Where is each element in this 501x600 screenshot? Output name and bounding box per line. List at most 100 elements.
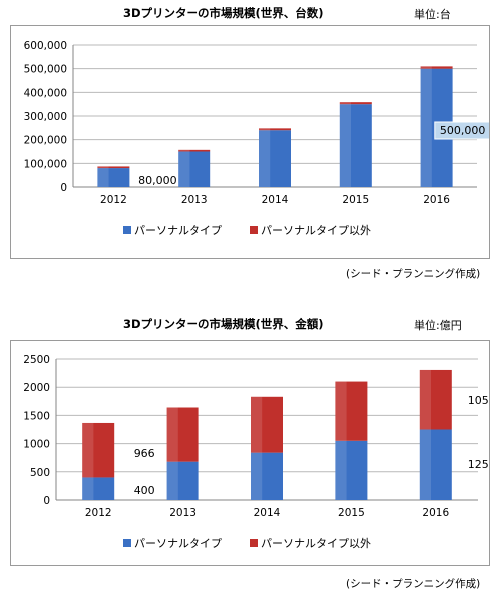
chart2-bar-fill	[419, 369, 452, 430]
chart2-data-label: 966	[134, 447, 155, 460]
chart1-x-tick-label: 2014	[262, 194, 289, 206]
chart1-bar-fill	[97, 168, 130, 187]
chart1-y-tick-label: 300,000	[24, 111, 67, 123]
chart1-bar-fill	[339, 104, 372, 187]
chart1-bar-2013-personal	[178, 151, 211, 187]
chart2-bar-highlight	[419, 429, 431, 500]
chart2-svg: 0 500 1000 1500 2000 2500 2012 2013 2014 2015 2016…	[23, 354, 496, 550]
chart1-bar-highlight	[259, 130, 271, 187]
chart1-y-tick-label: 0	[60, 182, 67, 194]
chart1-bar-highlight	[420, 68, 432, 187]
chart2-bar-2015-non-personal	[335, 381, 368, 441]
chart1-bar-highlight	[178, 149, 190, 152]
chart2-y-tick-label: 2000	[23, 382, 50, 394]
chart2-bar-2014-personal	[251, 452, 283, 500]
chart2-legend-label: パーソナルタイプ以外	[261, 537, 371, 550]
chart1-bar-highlight	[420, 66, 432, 69]
chart2-unit: 単位:億円	[414, 319, 462, 332]
chart1-bar-fill	[259, 130, 291, 187]
chart2-source: (シード・プランニング作成)	[346, 578, 481, 590]
chart2-data-label: 400	[134, 484, 155, 497]
chart2-y-tick-label: 1500	[23, 410, 50, 422]
chart1-bar-2014-non-personal	[259, 128, 291, 131]
chart1-frame: 0 100,000 200,000 300,000 400,000 500,000 600,…	[10, 10, 491, 259]
chart2-bar-2016-personal	[419, 429, 452, 500]
chart2-y-tick-label: 2500	[23, 354, 50, 366]
chart2-bar-2015-personal	[335, 440, 368, 500]
chart2-bar-highlight	[419, 369, 431, 430]
chart1-source: (シード・プランニング作成)	[346, 268, 481, 280]
chart2-x-tick-label: 2015	[338, 507, 365, 519]
chart1-x-tick-label: 2015	[342, 194, 369, 206]
chart2-bar-2014-non-personal	[251, 396, 283, 453]
chart1-y-tick-label: 600,000	[24, 40, 67, 52]
chart2-legend-swatch	[250, 539, 258, 547]
chart2-bar-highlight	[82, 477, 94, 500]
chart2-bar-fill	[419, 429, 452, 500]
chart1-bar-highlight	[339, 102, 351, 105]
chart1-bar-highlight	[259, 128, 271, 131]
chart2-bar-2013-non-personal	[166, 407, 199, 462]
chart1-x-tick-label: 2012	[100, 194, 127, 206]
chart2-bar-highlight	[166, 407, 178, 462]
chart2-bar-highlight	[335, 381, 347, 441]
chart1-x-tick-label: 2013	[181, 194, 208, 206]
chart2-bar-highlight	[251, 396, 263, 453]
chart2-x-tick-label: 2014	[254, 507, 281, 519]
chart1-bar-highlight	[339, 104, 351, 187]
chart2-bar-fill	[251, 396, 283, 453]
chart2-bar-2012-personal	[82, 477, 115, 500]
chart1-y-tick-label: 100,000	[24, 158, 67, 170]
chart1-bar-2012-personal	[97, 168, 130, 187]
chart1-bar-2016-non-personal	[420, 66, 453, 69]
chart2-bar-fill	[166, 461, 199, 500]
chart1-bar-fill	[97, 166, 130, 169]
chart2-bar-highlight	[82, 422, 94, 478]
chart2-y-tick-label: 0	[43, 495, 50, 507]
chart2-bar-2012-non-personal	[82, 422, 115, 478]
chart1-y-tick-label: 400,000	[24, 87, 67, 99]
chart2-bar-fill	[335, 440, 368, 500]
chart1-x-tick-label: 2016	[423, 194, 450, 206]
chart2-bar-highlight	[335, 440, 347, 500]
chart1-legend-label: パーソナルタイプ以外	[261, 224, 371, 237]
chart2-x-tick-label: 2012	[85, 507, 112, 519]
chart1-bar-2012-non-personal	[97, 166, 130, 169]
chart2-bar-highlight	[166, 461, 178, 500]
chart1-bar-fill	[339, 102, 372, 105]
chart1-y-tick-label: 500,000	[24, 64, 67, 76]
chart1-bar-highlight	[178, 151, 190, 187]
chart1-bar-fill	[259, 128, 291, 131]
chart1-data-label: 500,000	[440, 124, 486, 137]
chart2-y-tick-label: 500	[30, 467, 50, 479]
chart2-y-tick-label: 1000	[23, 439, 50, 451]
chart2-bar-fill	[166, 407, 199, 462]
chart2-legend-label: パーソナルタイプ	[134, 537, 222, 550]
chart1-bar-2015-personal	[339, 104, 372, 187]
chart2-bar-2016-non-personal	[419, 369, 452, 430]
chart2-legend-swatch	[123, 539, 131, 547]
chart2-data-label: 1056	[468, 394, 489, 407]
chart1-y-tick-label: 200,000	[24, 135, 67, 147]
chart1-bar-fill	[420, 66, 453, 69]
chart2-bar-fill	[82, 477, 115, 500]
chart1-bar-fill	[178, 151, 211, 187]
chart2-title: 3Dプリンターの市場規模(世界、金額)	[123, 317, 324, 331]
chart1-legend-label: パーソナルタイプ	[134, 224, 222, 237]
chart2-bar-fill	[251, 452, 283, 500]
chart1-legend-swatch	[250, 226, 258, 234]
chart2-bar-2013-personal	[166, 461, 199, 500]
chart2-bar-highlight	[251, 452, 263, 500]
chart1-data-label: 80,000	[138, 174, 177, 187]
chart1-unit: 単位:台	[414, 8, 451, 21]
chart1-bar-highlight	[97, 168, 109, 187]
chart1-legend-swatch	[123, 226, 131, 234]
chart1-title: 3Dプリンターの市場規模(世界、台数)	[123, 6, 324, 20]
chart2-data-label: 1250	[468, 458, 489, 471]
chart1-bar-2014-personal	[259, 130, 291, 187]
chart2-frame: 0 500 1000 1500 2000 2500 2012 2013 2014 2015 2016…	[10, 340, 496, 566]
chart2-bar-fill	[335, 381, 368, 441]
chart1-bar-2015-non-personal	[339, 102, 372, 105]
chart1-bar-highlight	[97, 166, 109, 169]
chart2-bar-fill	[82, 422, 115, 478]
